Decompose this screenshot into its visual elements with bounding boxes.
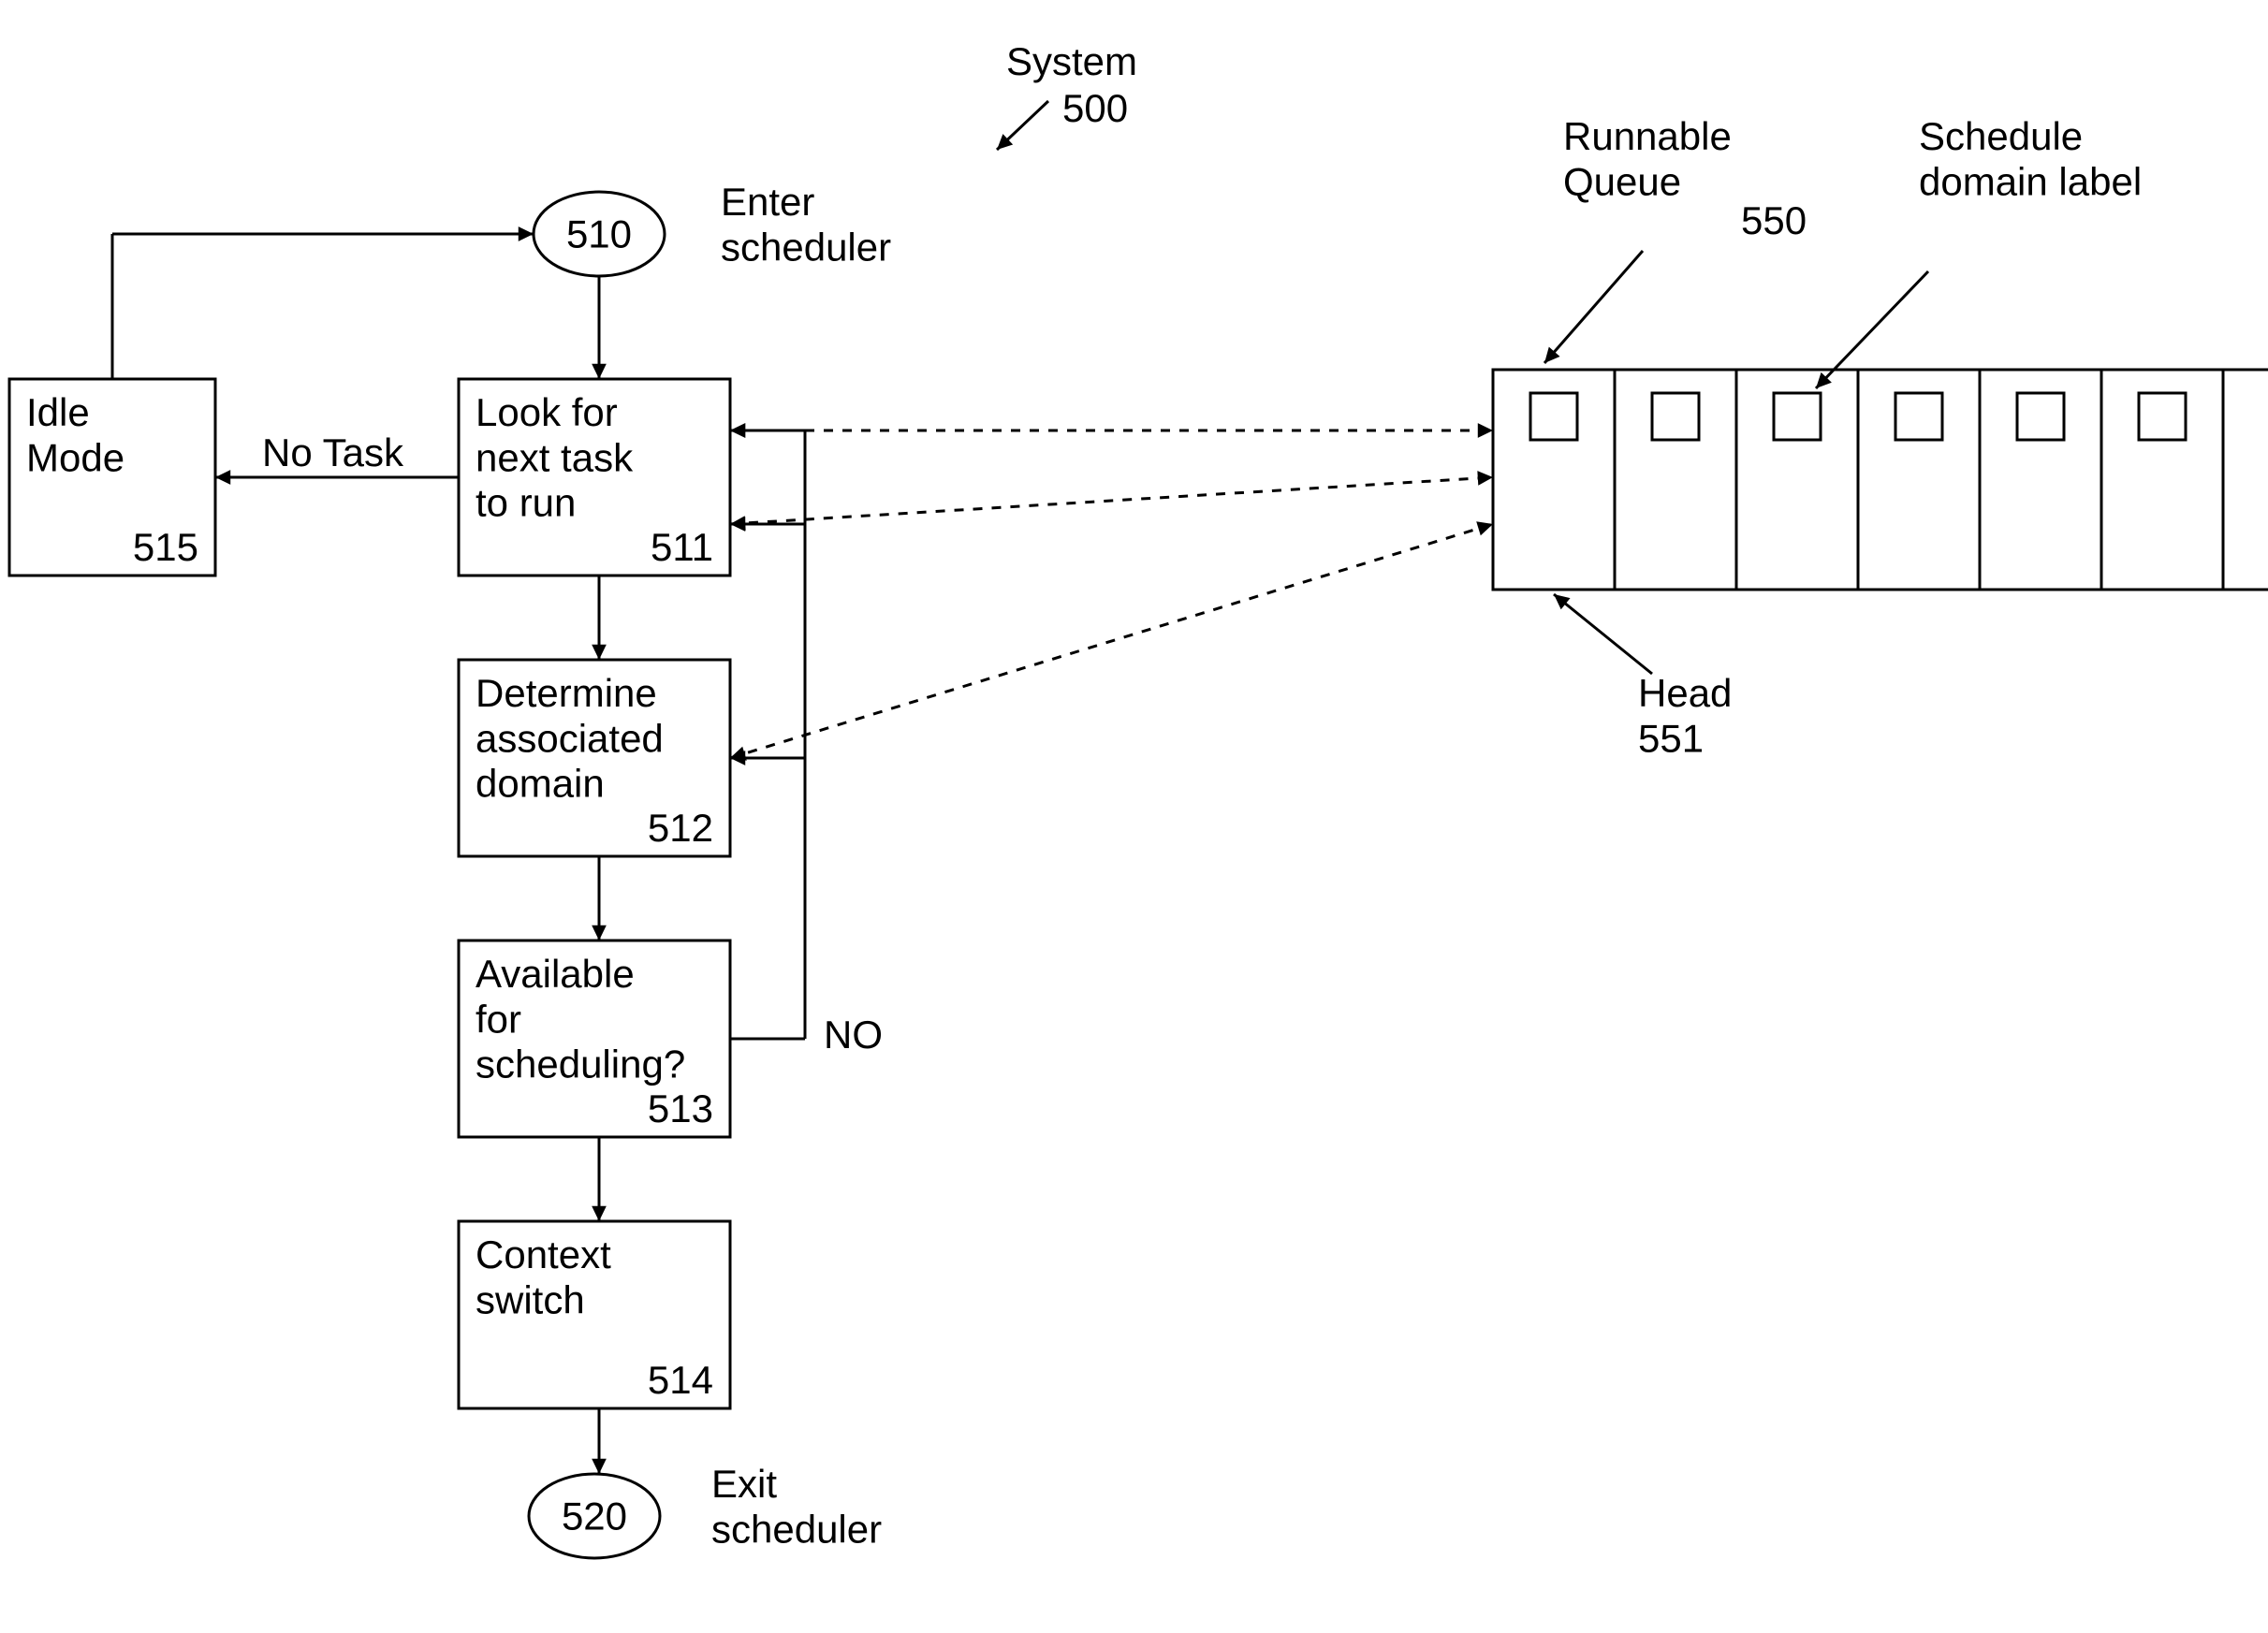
queue-cell-3: [1858, 370, 1980, 590]
queue-cell-4-domain-label-box: [2017, 393, 2064, 440]
queue-head-number: 551: [1638, 716, 1704, 760]
node-enter-label: Enter: [721, 180, 814, 224]
queue-cell-1: [1615, 370, 1736, 590]
node-idle-label: Mode: [26, 435, 124, 479]
node-context-label: Context: [476, 1232, 611, 1276]
queue-cell-1-domain-label-box: [1652, 393, 1699, 440]
arrowhead: [592, 364, 607, 379]
arrowhead: [730, 423, 745, 438]
queue-cell-4: [1980, 370, 2101, 590]
node-determine-number: 512: [648, 806, 713, 850]
queue-label: Queue: [1563, 159, 1681, 203]
schedule-domain-label: Schedule: [1919, 114, 2083, 158]
queue-head-pointer: [1554, 594, 1652, 674]
queue-number: 550: [1741, 198, 1807, 242]
system-number: 500: [1062, 86, 1128, 130]
queue-label: Runnable: [1563, 114, 1732, 158]
arrowhead: [1478, 423, 1493, 438]
arrowhead: [592, 926, 607, 940]
queue-cell-0-domain-label-box: [1530, 393, 1577, 440]
queue-cell-5-domain-label-box: [2139, 393, 2186, 440]
arrowhead: [592, 1206, 607, 1221]
node-available-label: for: [476, 997, 521, 1041]
node-enter-label: scheduler: [721, 225, 891, 269]
queue-cell-2: [1736, 370, 1858, 590]
arrowhead: [519, 226, 534, 241]
node-idle-number: 515: [133, 525, 198, 569]
node-look-label: Look for: [476, 390, 618, 434]
arrowhead: [730, 516, 746, 531]
node-enter-number: 510: [566, 212, 632, 256]
node-exit-label: Exit: [711, 1462, 777, 1506]
node-determine-label: associated: [476, 716, 664, 760]
node-available-label: Available: [476, 952, 635, 996]
node-determine-label: domain: [476, 762, 605, 806]
node-context-number: 514: [648, 1358, 713, 1402]
available-to-queue: [730, 524, 1493, 758]
queue-cell-2-domain-label-box: [1774, 393, 1821, 440]
arrowhead: [1476, 521, 1493, 535]
node-exit-number: 520: [562, 1494, 627, 1538]
queue-cell-5: [2101, 370, 2223, 590]
queue-cell-3-domain-label-box: [1895, 393, 1942, 440]
queue-head-label: Head: [1638, 671, 1732, 715]
node-exit-label: scheduler: [711, 1507, 882, 1551]
system-label: System: [1006, 39, 1137, 83]
no-loop-label: NO: [824, 1013, 883, 1057]
node-determine-label: Determine: [476, 671, 657, 715]
arrowhead: [592, 1459, 607, 1474]
queue-cell-0: [1493, 370, 1615, 590]
schedule-domain-label: domain label: [1919, 159, 2142, 203]
node-available-label: scheduling?: [476, 1042, 685, 1086]
queue-label-pointer: [1544, 251, 1643, 363]
look-to-idle-label: No Task: [262, 430, 404, 474]
node-look-number: 511: [651, 525, 713, 569]
arrowhead: [215, 470, 230, 485]
node-idle-label: Idle: [26, 390, 90, 434]
node-available-number: 513: [648, 1086, 713, 1130]
node-context-label: switch: [476, 1277, 585, 1321]
node-look-label: to run: [476, 481, 576, 525]
node-look-label: next task: [476, 435, 634, 479]
arrowhead: [592, 645, 607, 660]
arrowhead: [1477, 471, 1493, 486]
determine-to-queue: [730, 477, 1493, 524]
